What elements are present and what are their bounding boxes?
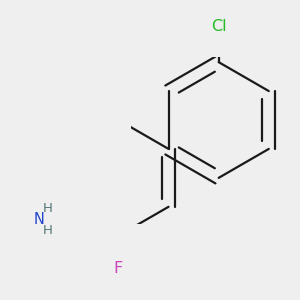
Text: N: N [34,212,44,227]
Text: F: F [114,261,123,276]
Text: H: H [43,202,52,215]
Text: H: H [43,224,52,237]
Text: Cl: Cl [211,19,226,34]
